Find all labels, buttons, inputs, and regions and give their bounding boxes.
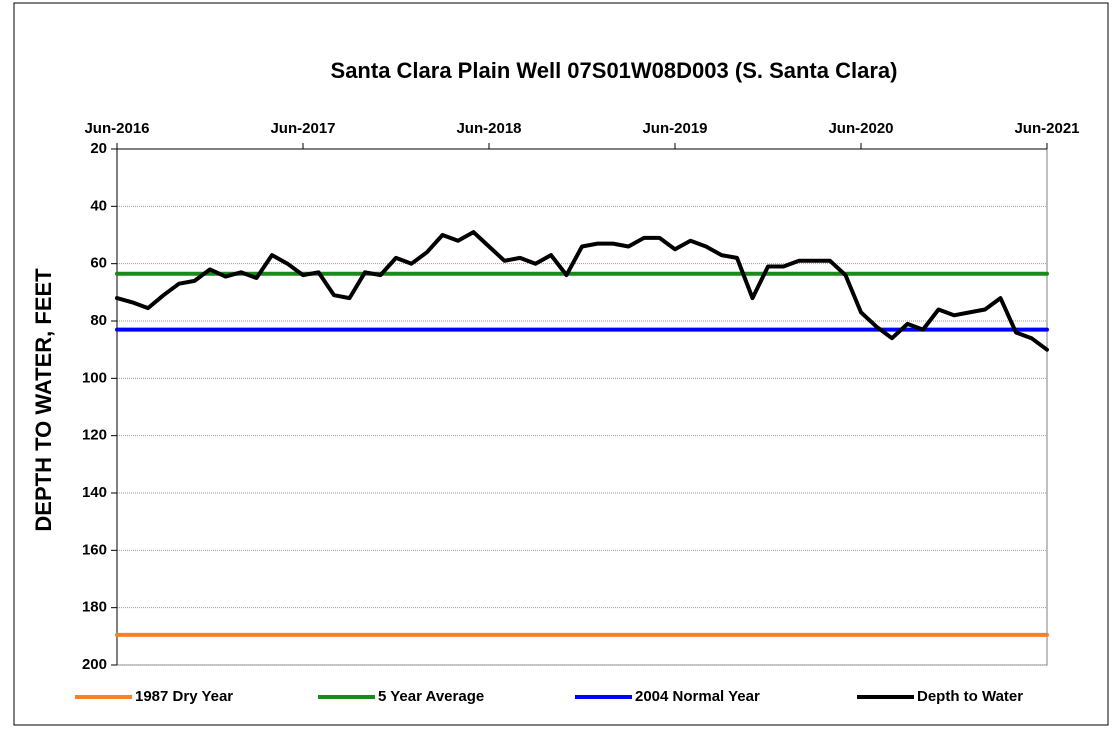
chart-title: Santa Clara Plain Well 07S01W08D003 (S. … <box>331 58 898 83</box>
y-tick-label: 140 <box>82 484 107 501</box>
y-tick-label: 60 <box>90 255 107 272</box>
y-axis-label: DEPTH TO WATER, FEET <box>31 268 56 532</box>
x-tick-label: Jun-2019 <box>642 120 707 137</box>
y-tick-label: 80 <box>90 312 107 329</box>
x-tick-label: Jun-2017 <box>270 120 335 137</box>
y-tick-label: 20 <box>90 140 107 157</box>
x-tick-label: Jun-2016 <box>84 120 149 137</box>
plot-area <box>116 148 1048 666</box>
y-tick-label: 180 <box>82 599 107 616</box>
legend-label: 5 Year Average <box>378 688 484 705</box>
series-line <box>115 230 1049 352</box>
y-tick-label: 120 <box>82 427 107 444</box>
x-tick-label: Jun-2020 <box>828 120 893 137</box>
legend-label: 2004 Normal Year <box>635 688 760 705</box>
legend-label: 1987 Dry Year <box>135 688 233 705</box>
x-tick-label: Jun-2018 <box>456 120 521 137</box>
legend-label: Depth to Water <box>917 688 1023 705</box>
x-tick-label: Jun-2021 <box>1014 120 1079 137</box>
y-tick-label: 160 <box>82 541 107 558</box>
y-tick-label: 100 <box>82 369 107 386</box>
y-tick-label: 40 <box>90 197 107 214</box>
y-tick-label: 200 <box>82 656 107 673</box>
